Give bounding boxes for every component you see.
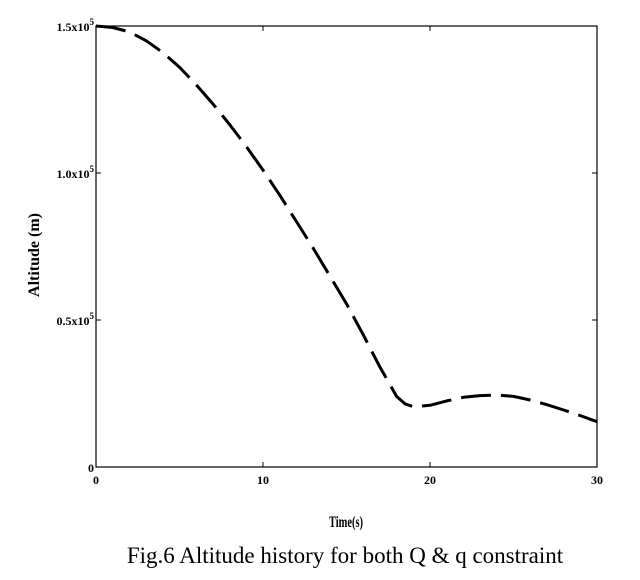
y-tick-label-1: 0.5x105 [57,311,95,328]
x-tick-label-3: 30 [591,473,603,487]
y-tick-label-3: 1.5x105 [57,17,95,34]
x-axis-label: Time(s) [329,514,363,531]
plot-frame [95,25,598,468]
y-tick-label-2: 1.0x105 [57,164,95,181]
x-tick-label-2: 20 [424,473,436,487]
series-group [95,24,598,424]
axis-tick-labels: 0 10 20 30 0 0.5x105 1.0x105 1.5x105 [57,17,604,487]
plot-area: 0 10 20 30 0 0.5x105 1.0x105 1.5x105 [57,17,604,487]
figure-caption: Fig.6 Altitude history for both Q & q co… [127,543,564,568]
y-tick-label-0: 0 [88,461,94,475]
y-axis-label: Altitude (m) [26,213,43,297]
x-tick-label-0: 0 [93,473,99,487]
axis-ticks [95,25,598,468]
x-tick-label-1: 10 [257,473,269,487]
series-line-0 [95,24,598,424]
